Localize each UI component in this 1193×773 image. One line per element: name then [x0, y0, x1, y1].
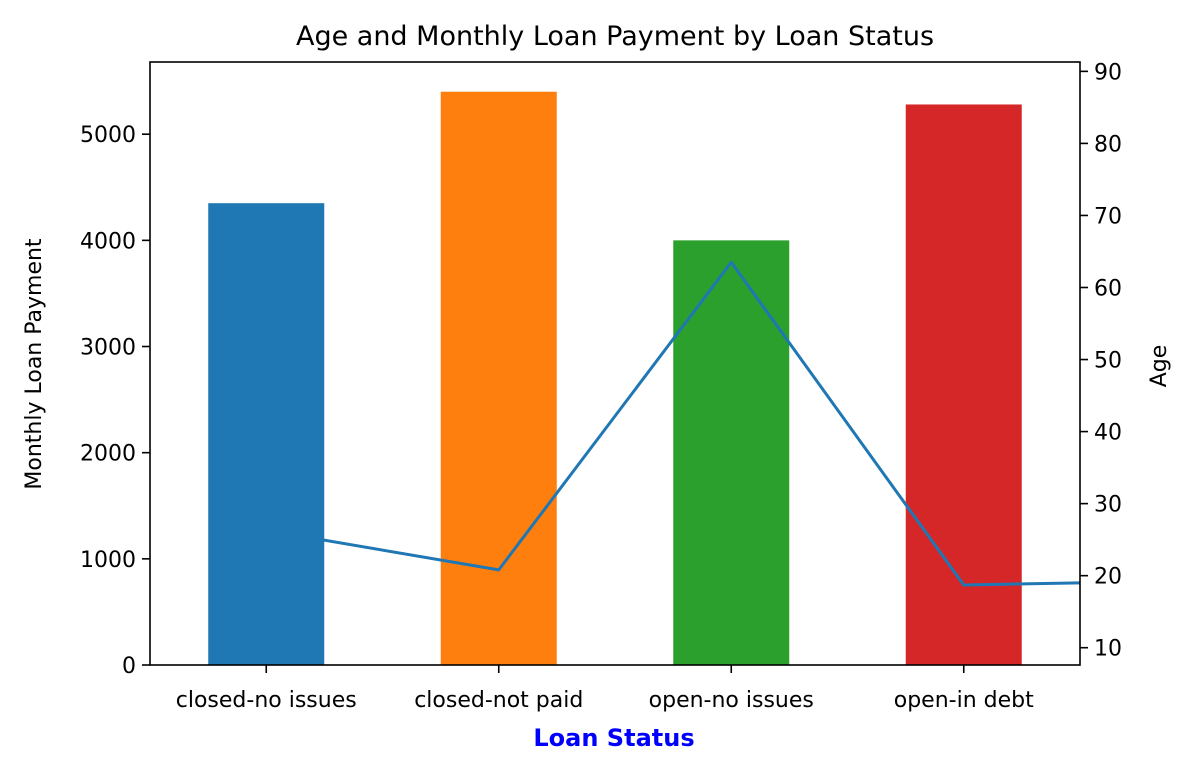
y-left-axis-title: Monthly Loan Payment — [22, 238, 47, 490]
ticks-layer: 0 1000 2000 3000 4000 5000 10 20 30 40 50 60 70 80 90 c… — [80, 60, 1122, 713]
y-right-tick-label-8: 90 — [1094, 60, 1122, 85]
y-left-tick-label-5: 5000 — [80, 123, 136, 148]
x-tick-label-0: closed-no issues — [176, 688, 357, 713]
y-right-tick-label-5: 60 — [1094, 276, 1122, 301]
line-layer — [265, 260, 1081, 587]
y-right-tick-label-2: 30 — [1094, 493, 1122, 518]
y-right-tick-label-4: 50 — [1094, 349, 1122, 374]
x-tick-label-1: closed-not paid — [414, 688, 583, 713]
y-left-tick-label-2: 2000 — [80, 442, 136, 467]
x-axis-title: Loan Status — [533, 724, 694, 752]
bars-layer — [208, 91, 1022, 666]
plot-frame — [149, 61, 1081, 666]
y-right-tick-label-3: 40 — [1094, 421, 1122, 446]
x-tick-label-2: open-no issues — [649, 688, 814, 713]
bar-2 — [673, 240, 790, 665]
x-tick-label-3: open-in debt — [894, 688, 1034, 713]
y-right-tick-label-0: 10 — [1094, 637, 1122, 662]
y-right-axis-title: Age — [1147, 345, 1172, 388]
bar-0 — [208, 203, 325, 665]
age-line — [265, 260, 1081, 587]
y-left-tick-label-4: 4000 — [80, 229, 136, 254]
y-right-tick-label-6: 70 — [1094, 204, 1122, 229]
y-left-tick-label-1: 1000 — [80, 548, 136, 573]
y-right-tick-label-7: 80 — [1094, 132, 1122, 157]
chart-title: Age and Monthly Loan Payment by Loan Sta… — [296, 21, 934, 52]
y-right-tick-label-1: 20 — [1094, 565, 1122, 590]
axes-layer — [149, 61, 1081, 666]
bar-1 — [440, 91, 557, 666]
bar-3 — [905, 104, 1022, 666]
y-left-tick-label-0: 0 — [122, 654, 136, 679]
y-left-tick-label-3: 3000 — [80, 336, 136, 361]
